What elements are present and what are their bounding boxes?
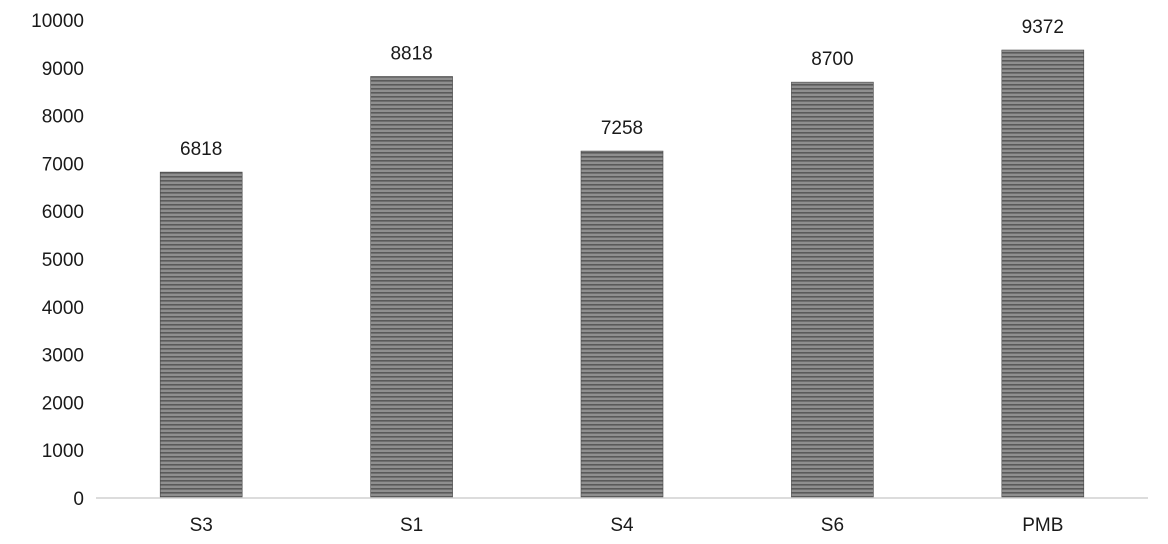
bar-s3 (159, 171, 243, 499)
bar-s6 (791, 81, 874, 499)
x-axis-category-labels: S3 S1 S4 S6 PMB (190, 515, 1064, 536)
data-label: 6818 (180, 139, 222, 160)
y-tick-label: 5000 (42, 250, 84, 271)
y-tick-label: 2000 (42, 393, 84, 414)
y-tick-label: 4000 (42, 298, 84, 319)
bar-s4 (580, 150, 664, 499)
y-tick-label: 3000 (42, 346, 84, 367)
y-tick-label: 8000 (42, 107, 84, 128)
data-label: 8818 (390, 43, 432, 64)
y-tick-label: 0 (73, 489, 84, 510)
x-category-label: S6 (821, 515, 844, 536)
data-label: 8700 (811, 49, 853, 70)
y-axis-tick-labels: 0 1000 2000 3000 4000 5000 6000 7000 8000 9000 100… (31, 11, 84, 510)
y-tick-label: 6000 (42, 202, 84, 223)
x-category-label: S3 (190, 515, 213, 536)
bar-s1 (370, 76, 453, 499)
y-tick-label: 7000 (42, 154, 84, 175)
data-labels: 6818 8818 7258 8700 9372 (180, 17, 1064, 160)
x-category-label: S4 (610, 515, 634, 536)
x-category-label: PMB (1022, 515, 1063, 536)
data-label: 7258 (601, 118, 643, 139)
x-category-label: S1 (400, 515, 423, 536)
y-tick-label: 9000 (42, 59, 84, 80)
y-tick-label: 1000 (42, 441, 84, 462)
y-tick-label: 10000 (31, 11, 84, 32)
bar-pmb (1001, 49, 1085, 499)
bars (159, 49, 1085, 499)
data-label: 9372 (1022, 17, 1064, 38)
